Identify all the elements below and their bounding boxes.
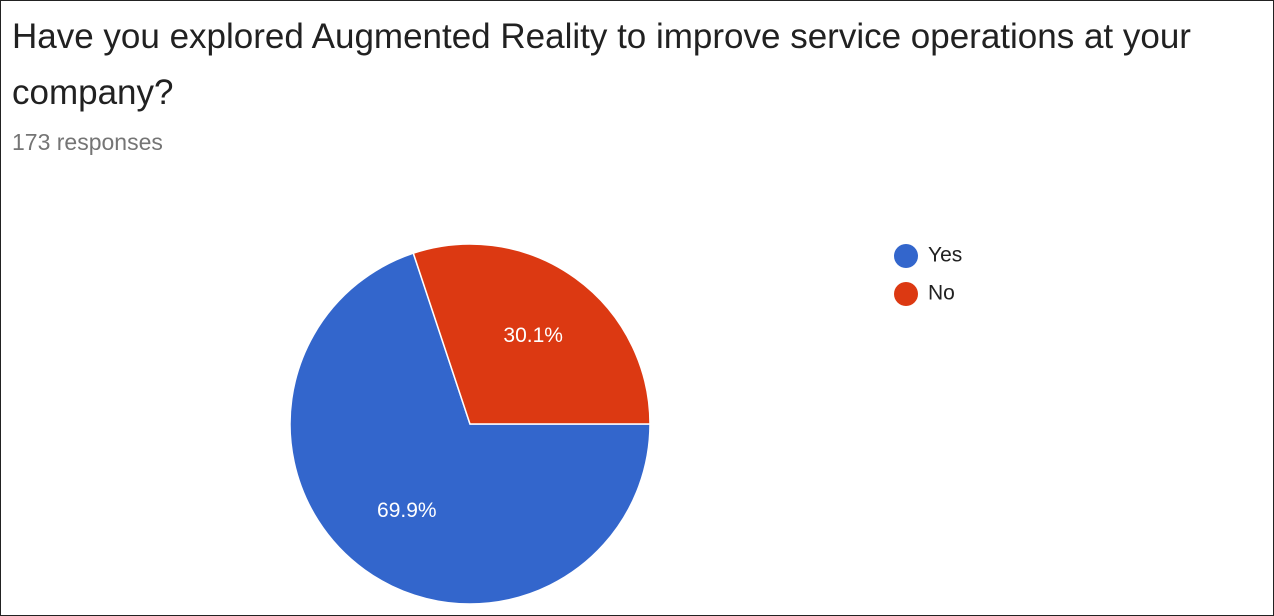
slice-label: 30.1% [503, 324, 563, 347]
pie-slice [412, 243, 651, 425]
pie-slice [289, 252, 651, 605]
legend-label: Yes [928, 244, 962, 267]
chart-title: Have you explored Augmented Reality to i… [12, 17, 1191, 112]
slice-label: 69.9% [377, 499, 437, 522]
legend-swatch [894, 282, 918, 306]
chart-subtitle: 173 responses [12, 129, 163, 155]
legend-label: No [928, 282, 955, 305]
legend-swatch [894, 244, 918, 268]
